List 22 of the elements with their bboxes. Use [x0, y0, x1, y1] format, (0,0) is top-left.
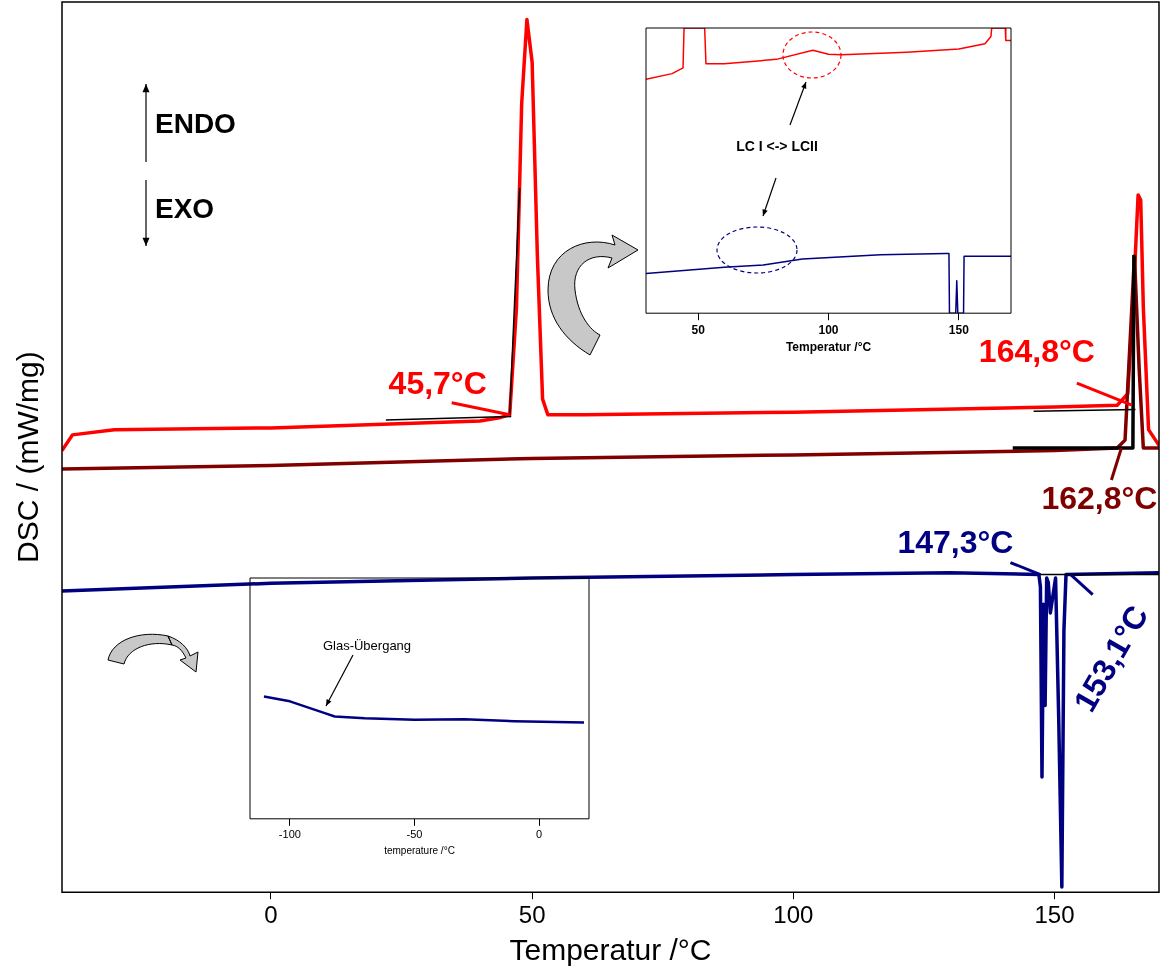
- y-axis-title: DSC / (mW/mg): [11, 351, 45, 563]
- annotation: 147,3°C: [897, 524, 1014, 561]
- x-tick-label: 150: [948, 322, 970, 337]
- annotation: EXO: [155, 192, 215, 224]
- annotation: 162,8°C: [1041, 479, 1158, 516]
- x-tick-label: 0: [264, 901, 278, 929]
- x-tick-label: 100: [773, 901, 814, 929]
- x-tick-label: -100: [278, 828, 301, 841]
- x-tick-label: 150: [1034, 901, 1075, 929]
- x-tick-label: 0: [536, 828, 543, 841]
- annotation: ENDO: [155, 107, 236, 139]
- annotation: LC I <-> LCII: [736, 137, 818, 154]
- annotation: 164,8°C: [978, 333, 1095, 370]
- x-tick-label: 50: [518, 901, 546, 929]
- x-tick-label: 100: [818, 322, 839, 337]
- x-tick-label: -50: [406, 828, 423, 841]
- x-axis-title: temperature /°C: [384, 844, 455, 856]
- annotation: 45,7°C: [388, 364, 487, 401]
- x-axis-title: Temperatur /°C: [785, 340, 872, 355]
- x-axis-title: Temperatur /°C: [509, 933, 712, 967]
- annotation: Glas-Übergang: [322, 637, 412, 653]
- x-tick-label: 50: [691, 322, 706, 337]
